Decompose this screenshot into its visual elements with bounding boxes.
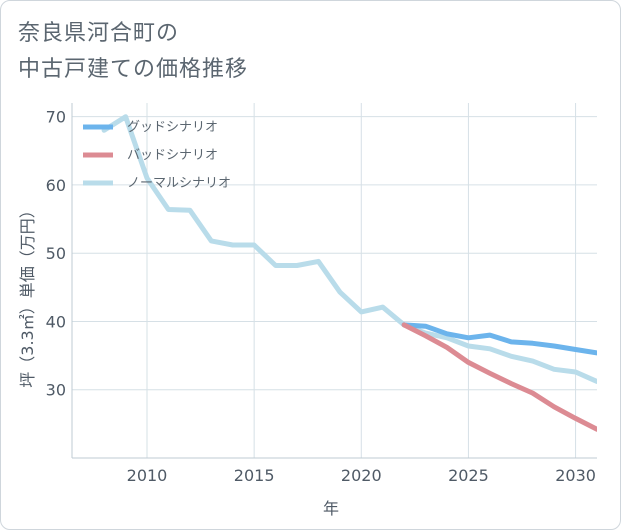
x-tick-label: 2030 — [555, 466, 596, 485]
title-line-2: 中古戸建ての価格推移 — [18, 57, 249, 82]
x-tick-label: 2020 — [341, 466, 382, 485]
legend-label-1: グッドシナリオ — [127, 120, 218, 135]
y-tick-label: 40 — [46, 312, 66, 331]
x-tick-label: 2010 — [127, 466, 168, 485]
chart-title: 奈良県河合町の 中古戸建ての価格推移 — [18, 16, 248, 88]
series-line-2 — [401, 322, 597, 432]
y-tick-label: 60 — [46, 176, 66, 195]
y-tick-label: 50 — [46, 244, 66, 263]
x-axis-label: 年 — [323, 499, 339, 518]
x-tick-label: 2015 — [234, 466, 275, 485]
x-tick-label: 2025 — [448, 466, 489, 485]
legend-label-2: バッドシナリオ — [127, 148, 218, 163]
title-line-1: 奈良県河合町の — [18, 21, 180, 46]
series-line-3 — [101, 114, 597, 384]
y-tick-label: 30 — [46, 381, 66, 400]
series-line-1 — [401, 322, 597, 356]
legend-label-3: ノーマルシナリオ — [127, 176, 231, 191]
y-axis-label: 坪（3.3㎡）単価（万円） — [18, 202, 37, 387]
y-tick-label: 70 — [46, 108, 66, 127]
